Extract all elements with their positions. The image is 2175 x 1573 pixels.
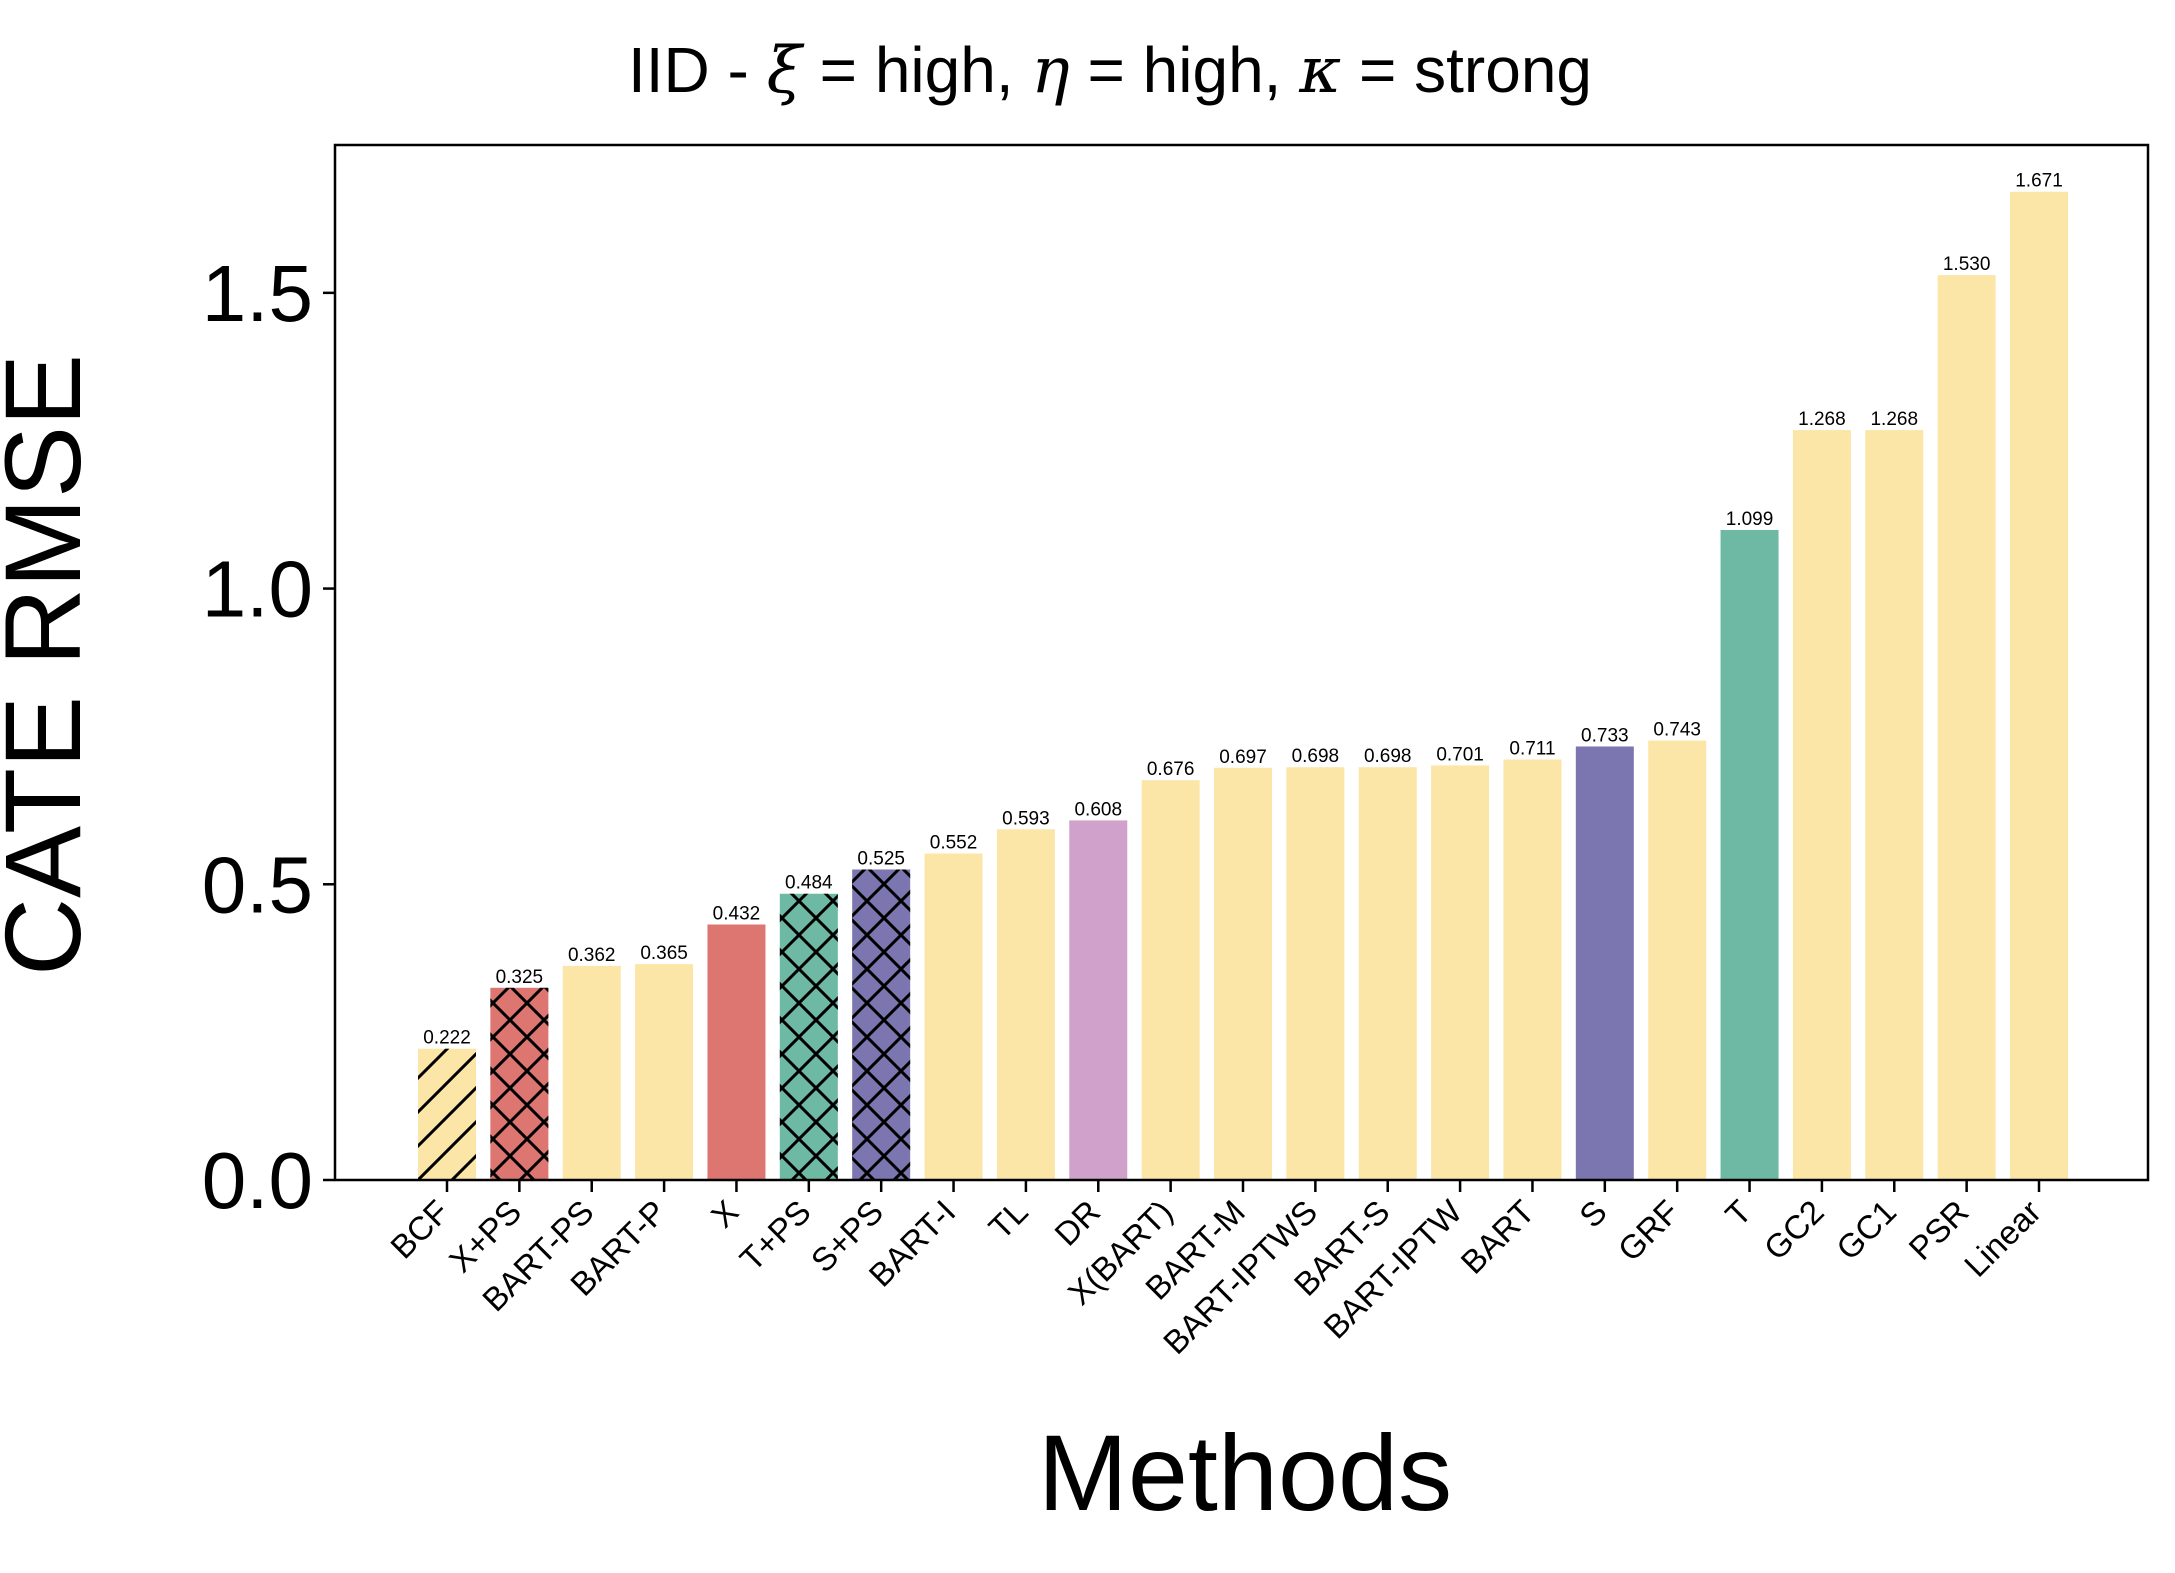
bar-value-label: 1.530 — [1943, 254, 1991, 275]
bar — [1431, 765, 1490, 1180]
bar-value-label: 0.525 — [857, 849, 905, 870]
bar — [562, 965, 621, 1180]
bar — [1575, 746, 1634, 1180]
bar-value-label: 0.697 — [1219, 747, 1267, 768]
bar-value-label: 1.268 — [1870, 409, 1918, 430]
bar — [635, 964, 694, 1180]
bar — [1069, 820, 1128, 1180]
y-axis-label: CATE RMSE — [0, 354, 103, 976]
bar-value-label: 0.743 — [1653, 720, 1701, 741]
bar-hatch — [418, 1048, 476, 1180]
bar-value-label: 0.484 — [785, 873, 833, 894]
bar — [2010, 191, 2068, 1181]
bar-value-label: 1.268 — [1798, 409, 1846, 430]
bar — [924, 853, 983, 1180]
bar-hatch — [779, 893, 838, 1180]
x-tick-label: X — [704, 1193, 746, 1235]
bar — [1286, 767, 1345, 1180]
bar-value-label: 0.362 — [568, 945, 616, 966]
bar-value-label: 0.711 — [1509, 738, 1555, 759]
bar-value-label: 0.701 — [1436, 744, 1484, 765]
x-tick-label: DR — [1047, 1193, 1107, 1253]
bar — [1141, 780, 1200, 1180]
x-tick-label: T+PS — [733, 1193, 818, 1278]
bar — [1214, 767, 1272, 1180]
bar-value-label: 0.552 — [930, 833, 978, 854]
bar-value-label: 0.608 — [1074, 799, 1122, 820]
bar — [1648, 740, 1707, 1180]
plot-frame — [333, 143, 2150, 1182]
bar — [1358, 767, 1417, 1180]
x-tick-label: T — [1718, 1193, 1758, 1233]
bar-value-label: 1.671 — [2015, 171, 2063, 192]
bars — [418, 191, 2068, 1181]
bar-value-label: 0.222 — [423, 1028, 471, 1049]
bar — [1865, 430, 1924, 1180]
x-axis-label: Methods — [1038, 1412, 1452, 1533]
bar — [1503, 759, 1562, 1180]
bar — [1720, 530, 1779, 1180]
x-tick-label: TL — [981, 1193, 1034, 1246]
bar — [996, 829, 1055, 1180]
x-tick-label: BART — [1453, 1193, 1541, 1281]
x-tick-label: S — [1572, 1193, 1614, 1235]
bar-value-label: 0.325 — [496, 967, 544, 988]
x-tick-label: GC2 — [1757, 1193, 1831, 1267]
x-tick-label: GC1 — [1829, 1193, 1903, 1267]
bar-value-label: 0.698 — [1292, 746, 1340, 767]
bar-hatch — [490, 987, 549, 1180]
bar — [707, 924, 766, 1180]
x-tick-label: Linear — [1957, 1193, 2048, 1284]
bar-value-label: 0.676 — [1147, 759, 1195, 780]
value-labels: 0.222 0.325 0.362 0.365 0.432 0.484 0.525 0.552… — [423, 171, 2063, 1049]
y-tick-label: 1.0 — [202, 545, 313, 634]
y-tick-label: 0.0 — [202, 1136, 313, 1225]
bar-value-label: 0.365 — [640, 943, 688, 964]
bar-value-label: 0.698 — [1364, 746, 1412, 767]
bar-hatch — [852, 869, 911, 1180]
chart-title: IID - ξ = high, η = high, κ = strong — [628, 34, 1592, 108]
bar — [1792, 430, 1851, 1180]
y-axis-ticks: 0.0 0.5 1.0 1.5 — [202, 249, 335, 1225]
y-tick-label: 1.5 — [202, 249, 313, 338]
x-tick-label: GRF — [1611, 1193, 1686, 1268]
bar-value-label: 0.593 — [1002, 808, 1050, 829]
y-tick-label: 0.5 — [202, 840, 313, 929]
bar — [1937, 275, 1996, 1181]
bar-value-label: 1.099 — [1726, 509, 1774, 530]
bar-value-label: 0.432 — [713, 904, 761, 925]
bar-value-label: 0.733 — [1581, 725, 1629, 746]
